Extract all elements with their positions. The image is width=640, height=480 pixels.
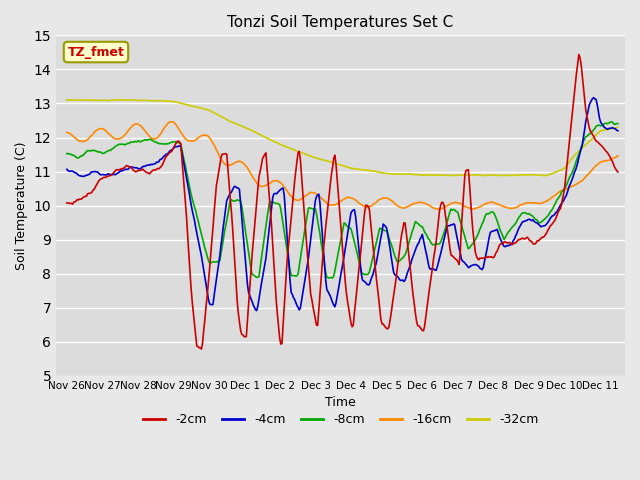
Title: Tonzi Soil Temperatures Set C: Tonzi Soil Temperatures Set C — [227, 15, 454, 30]
X-axis label: Time: Time — [325, 396, 356, 409]
Text: TZ_fmet: TZ_fmet — [68, 46, 124, 59]
Y-axis label: Soil Temperature (C): Soil Temperature (C) — [15, 142, 28, 270]
Legend: -2cm, -4cm, -8cm, -16cm, -32cm: -2cm, -4cm, -8cm, -16cm, -32cm — [138, 408, 543, 431]
